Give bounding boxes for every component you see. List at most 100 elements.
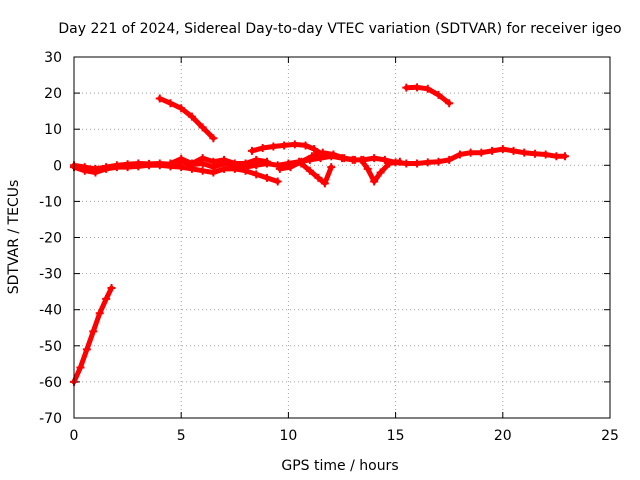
data-point [434, 90, 443, 99]
data-point [307, 152, 316, 161]
data-point [320, 179, 329, 188]
data-point [123, 163, 132, 172]
data-point [329, 150, 338, 159]
series-arc-dip-mid [297, 159, 336, 188]
data-point [220, 164, 229, 173]
data-point [247, 146, 256, 155]
y-tick-label: 0 [53, 158, 62, 174]
grid [74, 57, 610, 418]
data-point [376, 168, 385, 177]
data-point [241, 166, 250, 175]
data-point [301, 141, 310, 150]
data-point [187, 159, 196, 168]
data-point [89, 327, 98, 336]
data-point [423, 158, 432, 167]
y-tick-label: -70 [39, 411, 62, 427]
data-point [395, 157, 404, 166]
data-point [252, 170, 261, 179]
data-point [380, 155, 389, 164]
data-point [80, 166, 89, 175]
data-point [445, 99, 454, 108]
data-point [305, 166, 314, 175]
series-trace [157, 96, 216, 141]
y-tick-label: 30 [44, 50, 62, 66]
data-point [413, 159, 422, 168]
series-arc-dip-14 [357, 155, 404, 186]
data-point [209, 168, 218, 177]
data-point [177, 104, 186, 113]
series-arc-steep-negative [70, 284, 116, 386]
data-point [327, 163, 336, 172]
data-point [155, 161, 164, 170]
data-point [290, 140, 299, 149]
data-point [357, 155, 366, 164]
x-tick-label: 15 [387, 428, 405, 444]
data-point [402, 159, 411, 168]
y-tick-label: -40 [39, 303, 62, 319]
data-point [155, 94, 164, 103]
data-point [520, 148, 529, 157]
series-arc-high-left [155, 94, 218, 143]
data-point [541, 150, 550, 159]
data-point [198, 154, 207, 163]
data-point [102, 164, 111, 173]
data-point [310, 145, 319, 154]
y-tick-label: -30 [39, 267, 62, 283]
data-point [95, 309, 104, 318]
data-point [318, 148, 327, 157]
data-point [530, 149, 539, 158]
data-point [262, 173, 271, 182]
data-point [82, 345, 91, 354]
data-point [166, 99, 175, 108]
data-point [370, 154, 379, 163]
data-point [198, 123, 207, 132]
data-point [112, 163, 121, 172]
series-arc-high-right [402, 83, 454, 108]
data-point [286, 163, 295, 172]
data-point [220, 155, 229, 164]
y-tick-label: -10 [39, 194, 62, 210]
data-point [423, 84, 432, 93]
y-tick-label: -60 [39, 375, 62, 391]
plot-frame [73, 56, 611, 419]
x-tick-label: 5 [177, 428, 186, 444]
data-point [477, 148, 486, 157]
data-point [560, 152, 569, 161]
data-point [488, 146, 497, 155]
data-point [402, 83, 411, 92]
data-point [209, 157, 218, 166]
data-point [209, 134, 218, 143]
data-point [363, 164, 372, 173]
x-tick-label: 0 [70, 428, 79, 444]
y-tick-label: 10 [44, 122, 62, 138]
data-point [273, 177, 282, 186]
data-point [434, 157, 443, 166]
x-tick-label: 20 [494, 428, 512, 444]
data-point [370, 177, 379, 186]
data-point [198, 166, 207, 175]
y-tick-label: -20 [39, 231, 62, 247]
data-point [509, 146, 518, 155]
series-baseline-main [70, 145, 569, 173]
data-point [466, 148, 475, 157]
data-point [241, 159, 250, 168]
data-point [91, 168, 100, 177]
x-axis-label: GPS time / hours [281, 458, 398, 474]
data-point [297, 159, 306, 168]
series-baseline-upper [166, 154, 271, 168]
data-point [258, 143, 267, 152]
data-point [134, 162, 143, 171]
x-tick-label: 10 [279, 428, 297, 444]
data-point [166, 159, 175, 168]
data-point [230, 159, 239, 168]
data-point [102, 294, 111, 303]
y-tick-label: -50 [39, 339, 62, 355]
data-point [177, 163, 186, 172]
data-point [107, 284, 116, 293]
data-point [445, 155, 454, 164]
data-point [385, 159, 394, 168]
data-point [498, 145, 507, 154]
data-point [187, 112, 196, 121]
data-point [76, 363, 85, 372]
data-point [280, 141, 289, 150]
